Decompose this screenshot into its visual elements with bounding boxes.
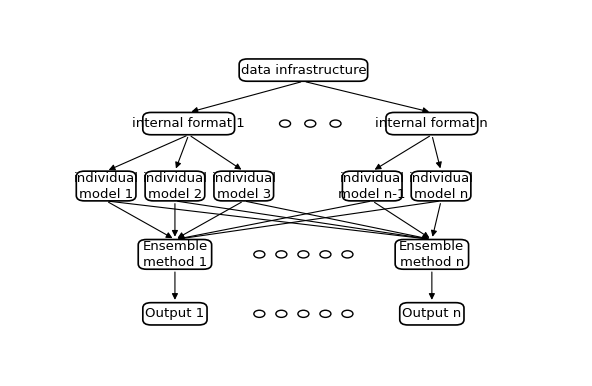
Text: data infrastructure: data infrastructure xyxy=(240,64,366,76)
Text: Output n: Output n xyxy=(402,307,462,320)
Circle shape xyxy=(330,120,341,127)
FancyBboxPatch shape xyxy=(411,171,471,201)
Circle shape xyxy=(254,251,265,258)
FancyBboxPatch shape xyxy=(400,303,464,325)
Text: Ensemble
method n: Ensemble method n xyxy=(399,240,465,269)
FancyBboxPatch shape xyxy=(214,171,274,201)
Circle shape xyxy=(342,251,353,258)
FancyBboxPatch shape xyxy=(145,171,205,201)
Text: individual
model 3: individual model 3 xyxy=(211,171,276,200)
FancyBboxPatch shape xyxy=(139,239,212,269)
Text: internal format n: internal format n xyxy=(375,117,488,130)
Circle shape xyxy=(254,310,265,317)
Circle shape xyxy=(276,251,287,258)
Text: individual
model 1: individual model 1 xyxy=(73,171,139,200)
FancyBboxPatch shape xyxy=(143,112,234,135)
Circle shape xyxy=(276,310,287,317)
Circle shape xyxy=(320,310,331,317)
FancyBboxPatch shape xyxy=(143,303,207,325)
Circle shape xyxy=(320,251,331,258)
Circle shape xyxy=(298,251,309,258)
FancyBboxPatch shape xyxy=(342,171,402,201)
Text: individual
model n: individual model n xyxy=(408,171,474,200)
Text: internal format 1: internal format 1 xyxy=(133,117,245,130)
FancyBboxPatch shape xyxy=(395,239,469,269)
Circle shape xyxy=(342,310,353,317)
Circle shape xyxy=(298,310,309,317)
FancyBboxPatch shape xyxy=(76,171,136,201)
Text: Output 1: Output 1 xyxy=(145,307,205,320)
Text: Ensemble
method 1: Ensemble method 1 xyxy=(142,240,208,269)
Circle shape xyxy=(279,120,291,127)
Text: individual
model n-1: individual model n-1 xyxy=(339,171,406,200)
FancyBboxPatch shape xyxy=(386,112,478,135)
FancyBboxPatch shape xyxy=(239,59,368,81)
Circle shape xyxy=(305,120,316,127)
Text: individual
model 2: individual model 2 xyxy=(143,171,207,200)
